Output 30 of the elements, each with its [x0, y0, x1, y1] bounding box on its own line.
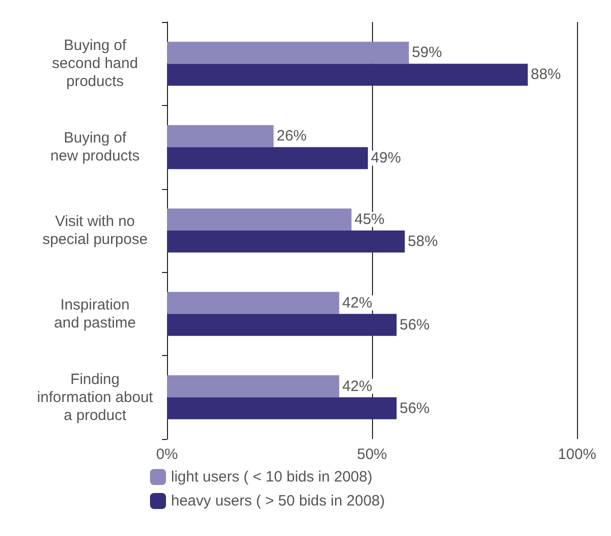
bar	[167, 230, 405, 252]
data-label: 59%	[412, 44, 442, 62]
bar	[167, 375, 340, 398]
bar	[167, 64, 528, 86]
data-label: 45%	[354, 211, 385, 228]
bar	[167, 42, 409, 64]
bar	[167, 125, 274, 148]
data-label: 49%	[370, 150, 401, 167]
legend-label: light users ( < 10 bids in 2008)	[171, 468, 372, 486]
y-tick-label: Finding information about a product	[37, 370, 154, 424]
bar	[167, 397, 397, 420]
x-tick-label: 100%	[558, 446, 596, 463]
y-tick-label: Buying of new products	[50, 130, 140, 165]
y-tick-label: Inspiration and pastime	[54, 296, 136, 332]
data-label: 26%	[276, 128, 307, 145]
bar	[167, 147, 368, 170]
x-tick-label: 50%	[356, 446, 388, 463]
y-tick-label: Visit with no special purpose	[42, 213, 148, 248]
legend-label: heavy users ( > 50 bids in 2008)	[171, 492, 385, 510]
data-label: 58%	[408, 233, 438, 250]
bar	[167, 314, 397, 336]
y-tick-label: Buying of second hand products	[52, 37, 138, 90]
bar	[167, 208, 352, 230]
data-label: 88%	[530, 66, 561, 84]
data-label: 56%	[400, 400, 430, 417]
data-label: 42%	[342, 378, 372, 395]
data-label: 56%	[400, 316, 430, 334]
bar	[167, 292, 340, 314]
x-tick-label: 0%	[156, 446, 178, 463]
data-label: 42%	[342, 294, 372, 312]
